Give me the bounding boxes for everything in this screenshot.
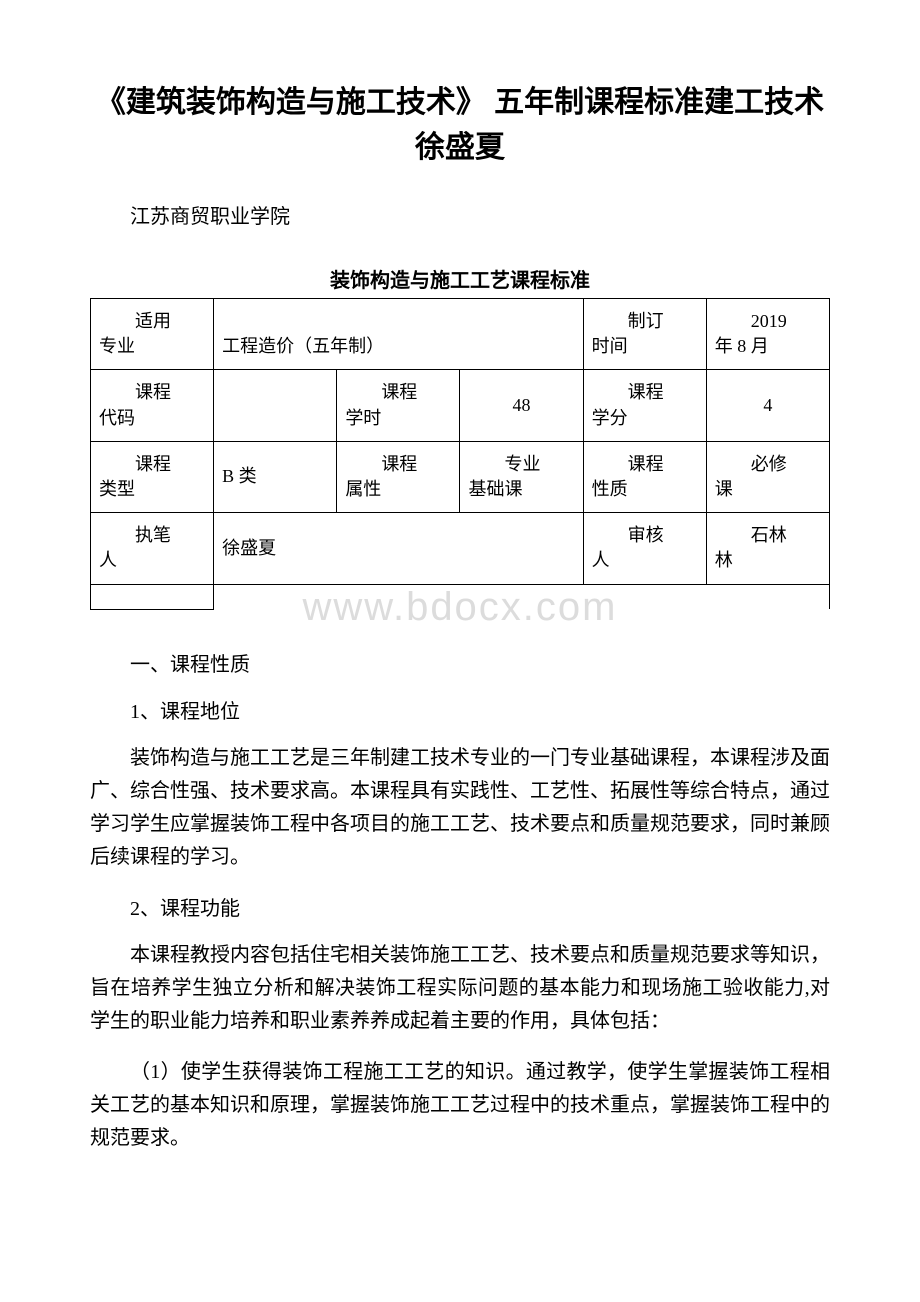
- cell-nature-label: 课程 性质: [583, 441, 706, 512]
- sub-heading: 2、课程功能: [90, 892, 830, 921]
- table-row: 课程 类型 B 类 课程 属性 专业 基础课 课程 性质 必修 课: [91, 441, 830, 512]
- cell-hours-value: 48: [460, 370, 583, 441]
- cell-reviewer-label: 审核 人: [583, 513, 706, 584]
- cell-nature-value: 必修 课: [706, 441, 829, 512]
- institution-name: 江苏商贸职业学院: [90, 200, 830, 229]
- cell-date-label: 制订 时间: [583, 299, 706, 370]
- cell-attr-value: 专业 基础课: [460, 441, 583, 512]
- table-row: [91, 584, 830, 609]
- cell-reviewer-value: 石林 林: [706, 513, 829, 584]
- empty-cell: [214, 584, 830, 609]
- cell-code-value: [214, 370, 337, 441]
- paragraph-text: 本课程教授内容包括住宅相关装饰施工工艺、技术要点和质量规范要求等知识，旨在培养学…: [90, 939, 830, 1038]
- cell-major-value: 工程造价（五年制）: [214, 299, 583, 370]
- table-row: 适用 专业 工程造价（五年制） 制订 时间 2019 年 8 月: [91, 299, 830, 370]
- cell-code-label: 课程 代码: [91, 370, 214, 441]
- cell-type-value: B 类: [214, 441, 337, 512]
- course-info-table: 适用 专业 工程造价（五年制） 制订 时间 2019 年 8 月 课程 代码 课…: [90, 298, 830, 610]
- cell-hours-label: 课程 学时: [337, 370, 460, 441]
- paragraph-text: （1）使学生获得装饰工程施工工艺的知识。通过教学，使学生掌握装饰工程相关工艺的基…: [90, 1056, 830, 1155]
- sub-heading: 1、课程地位: [90, 695, 830, 724]
- cell-author-value: 徐盛夏: [214, 513, 583, 584]
- cell-major-label: 适用 专业: [91, 299, 214, 370]
- paragraph-text: 装饰构造与施工工艺是三年制建工技术专业的一门专业基础课程，本课程涉及面广、综合性…: [90, 742, 830, 874]
- table-row: 课程 代码 课程 学时 48 课程 学分 4: [91, 370, 830, 441]
- cell-attr-label: 课程 属性: [337, 441, 460, 512]
- cell-credits-label: 课程 学分: [583, 370, 706, 441]
- cell-credits-value: 4: [706, 370, 829, 441]
- section-heading: 一、课程性质: [90, 648, 830, 677]
- empty-cell: [91, 584, 214, 609]
- cell-type-label: 课程 类型: [91, 441, 214, 512]
- cell-author-label: 执笔 人: [91, 513, 214, 584]
- cell-date-value: 2019 年 8 月: [706, 299, 829, 370]
- table-title: 装饰构造与施工工艺课程标准: [90, 264, 830, 293]
- document-title: 《建筑装饰构造与施工技术》 五年制课程标准建工技术徐盛夏: [90, 80, 830, 170]
- table-row: 执笔 人 徐盛夏 审核 人 石林 林: [91, 513, 830, 584]
